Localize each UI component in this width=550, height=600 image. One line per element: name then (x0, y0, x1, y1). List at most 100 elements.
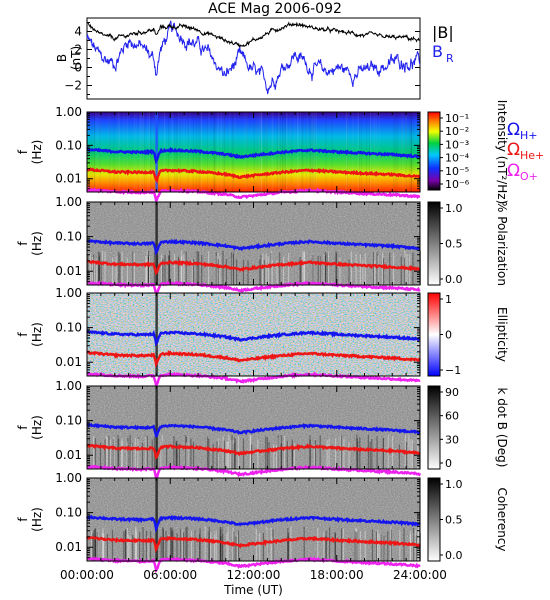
event-line (155, 112, 158, 192)
spectrogram-streak (408, 112, 410, 192)
spectrogram-streak (413, 112, 415, 192)
colorbar-tick-label: 90 (445, 386, 459, 399)
spectrogram-streak (181, 529, 183, 561)
spectrogram-streak (283, 435, 286, 469)
spectrogram-streak (160, 254, 163, 285)
spectrogram-streak (186, 442, 188, 469)
spectrogram-streak (287, 536, 289, 561)
spectrogram-streak (266, 112, 268, 192)
spectrogram-streak (101, 260, 103, 285)
colorbar-tick-label: 10⁻⁴ (445, 152, 470, 165)
f-ytick-label: 0.01 (55, 355, 82, 369)
spectrogram-streak (356, 528, 358, 561)
spectrogram-streak (217, 252, 219, 285)
spectrogram-streak (259, 112, 261, 192)
panel-5: 1.00 0.10 0.01 f (Hz) 1.0 0.5 0.0 Coherency 00:00… (16, 471, 509, 597)
spectrogram-streak (224, 112, 225, 192)
spectrogram-streak (265, 526, 267, 561)
spectrogram-streak (294, 258, 296, 285)
spectrogram-streak (185, 251, 187, 285)
spectrogram-streak (234, 112, 236, 192)
spectrogram-streak (397, 112, 399, 192)
colorbar-tick-label: 30 (445, 433, 459, 446)
spectrogram-streak (229, 112, 231, 192)
spectrogram-streak (371, 439, 373, 469)
spectrogram-streak (207, 436, 209, 469)
spectrogram-streak (377, 255, 379, 285)
spectrogram-streak (317, 256, 319, 285)
spectrogram-streak (126, 258, 128, 285)
spectrogram-streak (287, 532, 290, 561)
spectrogram-streak (161, 441, 163, 469)
spectrogram-streak (266, 528, 268, 561)
spectrogram-streak (235, 536, 237, 561)
spectrogram-streak (233, 112, 235, 192)
spectrogram-streak (382, 253, 384, 285)
spectrogram-streak (405, 112, 407, 192)
spectrogram-streak (186, 436, 188, 469)
spectrogram-streak (370, 112, 372, 192)
spectrogram-streak (181, 250, 183, 285)
spectrogram-streak (169, 250, 171, 285)
gyrofreq-h-plus-line (86, 146, 422, 165)
spectrogram-streak (118, 251, 120, 285)
spectrogram-streak (405, 112, 407, 192)
spectrogram-streak (129, 536, 131, 561)
spectrogram-streak (88, 435, 90, 469)
spectrogram-streak (98, 251, 100, 285)
spectrogram-streak (326, 252, 328, 285)
f-ytick-label: 1.00 (55, 105, 82, 119)
spectrogram-streak (271, 536, 273, 561)
spectrogram-streak (348, 259, 350, 285)
spectrogram-streak (291, 439, 293, 469)
spectrogram-streak (95, 528, 97, 561)
spectrogram-streak (382, 438, 384, 469)
colorbar-tick-label: 10⁻⁶ (445, 178, 470, 191)
spectrogram-streak (125, 528, 127, 561)
spectrogram-streak (94, 438, 97, 469)
event-line (155, 293, 158, 376)
spectrogram-streak (108, 112, 110, 192)
spectrogram-streak (217, 438, 219, 469)
spectrogram-streak (196, 250, 198, 285)
spectrogram-streak (325, 530, 327, 561)
f-ylabel: f (16, 517, 30, 522)
spectrogram-streak (309, 439, 311, 469)
spectrogram-streak (132, 251, 134, 285)
spectrogram-streak (377, 529, 379, 561)
spectrogram-streak (357, 440, 359, 469)
spectrogram-streak (272, 112, 274, 192)
spectrogram-streak (312, 254, 314, 285)
spectrogram-streak (382, 534, 384, 561)
spectrogram-streak (192, 259, 195, 285)
spectrogram-streak (336, 252, 338, 285)
spectrogram-streak (93, 112, 95, 192)
spectrogram-streak (373, 252, 375, 285)
spectrogram-streak (104, 251, 106, 285)
spectrogram-streak (99, 252, 101, 285)
spectrogram-streak (201, 255, 203, 285)
colorbar-tick-label: 10⁻⁵ (445, 165, 469, 178)
spectrogram-streak (89, 253, 91, 285)
colorbar-tick-label: −1 (445, 364, 461, 377)
spectrogram-streak (288, 253, 290, 285)
spectrogram-streak (137, 438, 139, 469)
spectrogram-streak (334, 533, 336, 561)
spectrogram-streak (359, 530, 361, 561)
colorbar-tick-label: 0 (445, 457, 452, 470)
spectrogram-streak (398, 444, 400, 469)
spectrogram-streak (225, 259, 228, 285)
spectrogram-streak (215, 530, 217, 561)
spectrogram-streak (312, 253, 314, 285)
spectrogram-streak (139, 532, 141, 561)
event-line (155, 386, 158, 469)
colorbar-tick-label: 1.0 (445, 202, 463, 215)
spectrogram-streak (314, 440, 317, 469)
colorbar (427, 111, 441, 191)
spectrogram-streak (262, 253, 264, 285)
f-ytick-label: 0.01 (55, 264, 82, 278)
spectrogram-streak (364, 530, 366, 561)
spectrogram-streak (374, 112, 376, 192)
x-tick-label: 00:00:00 (60, 568, 114, 582)
